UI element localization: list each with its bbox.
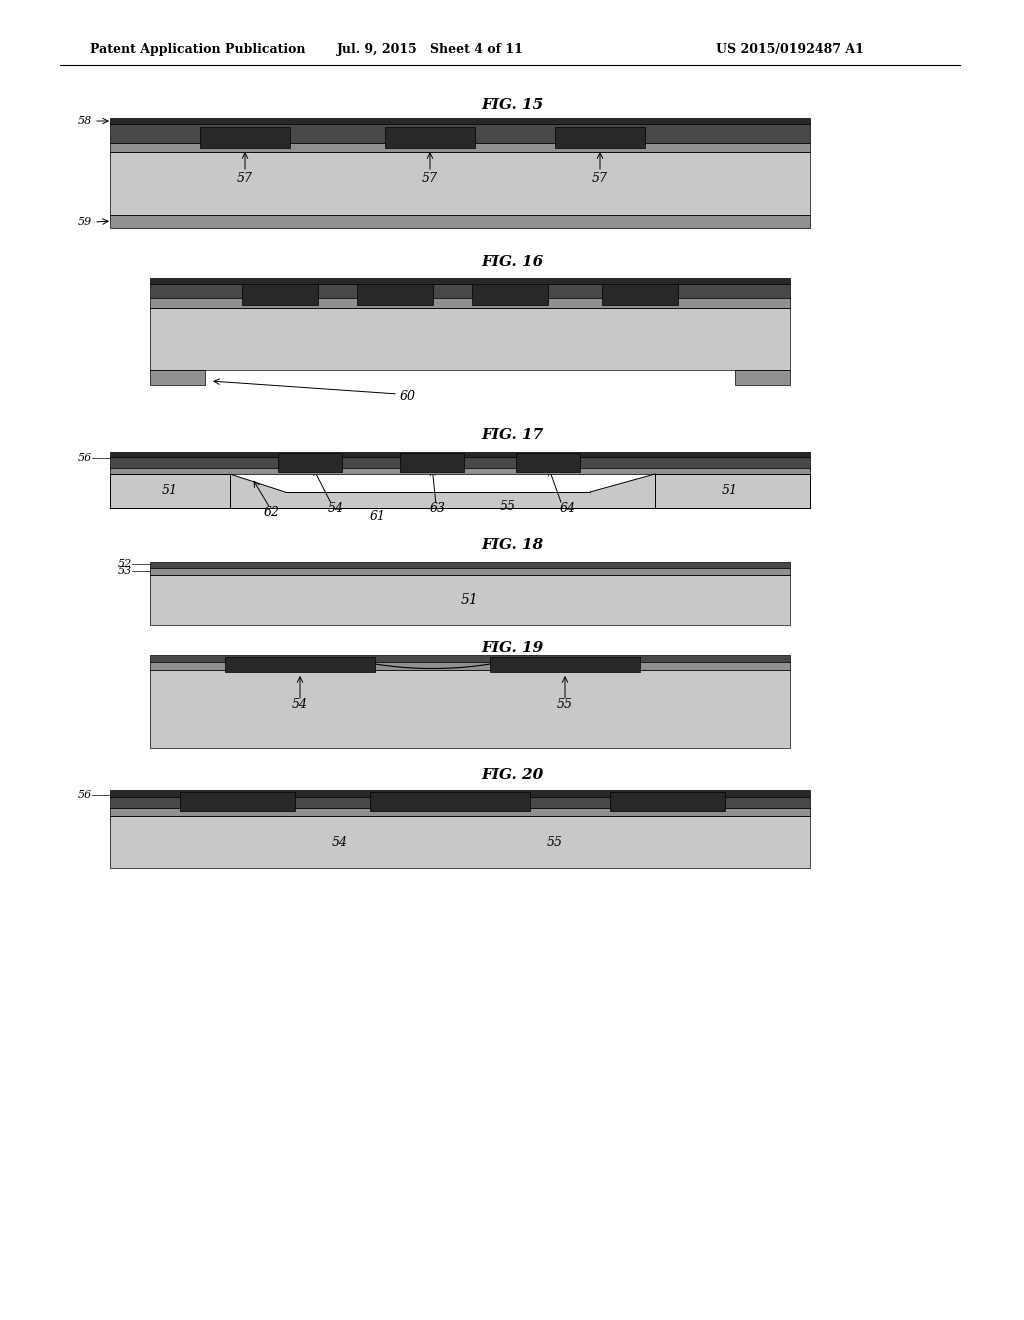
Text: 57: 57	[422, 172, 438, 185]
Text: 62: 62	[264, 506, 280, 519]
Text: 52: 52	[118, 558, 132, 569]
Bar	[110, 215, 810, 228]
Bar	[490, 657, 640, 672]
Bar	[385, 127, 475, 148]
Text: FIG. 17: FIG. 17	[481, 428, 543, 442]
Text: 54: 54	[332, 836, 348, 849]
Bar	[110, 816, 810, 869]
Bar	[150, 370, 205, 385]
Text: 64: 64	[560, 502, 575, 515]
Text: 57: 57	[592, 172, 608, 185]
Text: 55: 55	[557, 698, 573, 711]
Bar	[200, 127, 290, 148]
Bar	[225, 657, 375, 672]
Bar	[150, 655, 790, 663]
Text: 56: 56	[78, 789, 92, 800]
Text: 51: 51	[162, 483, 178, 496]
Text: 61: 61	[370, 510, 386, 523]
Bar	[110, 797, 810, 808]
Text: 55: 55	[500, 500, 516, 513]
Text: FIG. 19: FIG. 19	[481, 642, 543, 655]
Text: FIG. 15: FIG. 15	[481, 98, 543, 112]
Bar	[555, 127, 645, 148]
Bar	[735, 370, 790, 385]
Bar	[110, 117, 810, 124]
Bar	[110, 808, 810, 816]
Text: FIG. 16: FIG. 16	[481, 255, 543, 269]
Bar	[400, 453, 464, 473]
Polygon shape	[590, 474, 655, 508]
Bar	[150, 308, 790, 370]
Bar	[150, 298, 790, 308]
Text: 54: 54	[292, 698, 308, 711]
Bar	[110, 121, 810, 143]
Bar	[655, 474, 810, 508]
Bar	[110, 143, 810, 152]
Polygon shape	[230, 474, 285, 508]
Bar	[110, 152, 810, 215]
Text: FIG. 18: FIG. 18	[481, 539, 543, 552]
Bar	[516, 453, 580, 473]
Bar	[150, 661, 790, 671]
Text: FIG. 20: FIG. 20	[481, 768, 543, 781]
Text: 51: 51	[461, 593, 479, 607]
Text: 60: 60	[400, 389, 416, 403]
Text: 59: 59	[78, 216, 92, 227]
Text: Patent Application Publication: Patent Application Publication	[90, 44, 305, 57]
Bar	[110, 451, 810, 457]
Bar	[110, 152, 810, 215]
Bar	[110, 474, 230, 508]
Bar	[150, 576, 790, 624]
Text: 57: 57	[237, 172, 253, 185]
Bar	[370, 792, 530, 810]
Bar	[110, 457, 810, 470]
Bar	[150, 279, 790, 284]
Text: 51: 51	[722, 483, 738, 496]
Bar	[110, 816, 810, 869]
Text: 56: 56	[78, 453, 92, 463]
Bar	[110, 469, 810, 474]
Bar	[150, 562, 790, 568]
Bar	[472, 282, 548, 305]
Bar	[150, 576, 790, 624]
Text: Jul. 9, 2015   Sheet 4 of 11: Jul. 9, 2015 Sheet 4 of 11	[337, 44, 523, 57]
Text: 53: 53	[118, 566, 132, 576]
Bar	[285, 492, 590, 508]
Bar	[357, 282, 433, 305]
Bar	[610, 792, 725, 810]
Bar	[150, 284, 790, 298]
Text: US 2015/0192487 A1: US 2015/0192487 A1	[716, 44, 864, 57]
Bar	[150, 308, 790, 370]
Bar	[602, 282, 678, 305]
Bar	[110, 789, 810, 797]
Text: 54: 54	[328, 502, 344, 515]
Bar	[150, 568, 790, 576]
Bar	[180, 792, 295, 810]
Bar	[150, 671, 790, 748]
Text: 58: 58	[78, 116, 92, 125]
Bar	[150, 671, 790, 748]
Text: 63: 63	[430, 502, 446, 515]
Bar	[242, 282, 318, 305]
Bar	[278, 453, 342, 473]
Text: 55: 55	[547, 836, 563, 849]
